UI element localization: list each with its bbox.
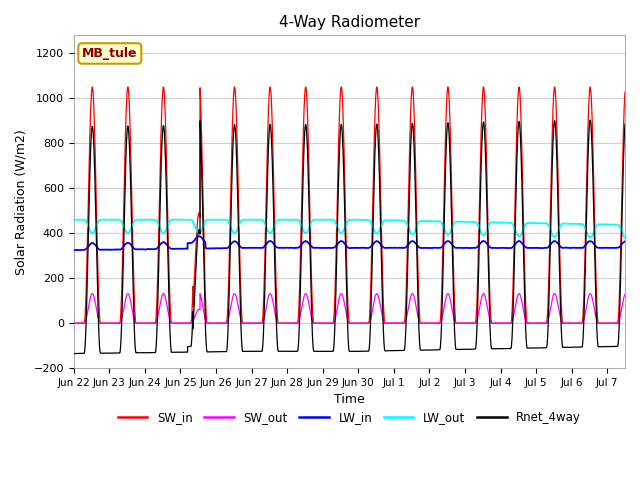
LW_in — [621, 239, 629, 244]
LW_out — [283, 217, 291, 223]
Line: SW_in: SW_in — [74, 87, 625, 323]
Rnet_4way — [573, 344, 580, 350]
LW_in — [164, 243, 172, 249]
LW_out — [621, 235, 629, 241]
SW_in — [254, 320, 262, 326]
Rnet_4way — [254, 348, 262, 354]
SW_in — [376, 176, 384, 182]
Rnet_4way — [164, 239, 172, 244]
LW_in — [70, 247, 77, 253]
LW_in — [376, 241, 384, 247]
X-axis label: Time: Time — [334, 394, 365, 407]
Title: 4-Way Radiometer: 4-Way Radiometer — [279, 15, 420, 30]
LW_out — [70, 217, 77, 223]
LW_out — [573, 221, 580, 227]
LW_in — [573, 245, 580, 251]
LW_in — [195, 233, 202, 239]
SW_in — [70, 320, 77, 326]
Rnet_4way — [70, 351, 77, 357]
Line: LW_out: LW_out — [74, 220, 625, 238]
Rnet_4way — [586, 117, 594, 123]
Line: Rnet_4way: Rnet_4way — [74, 120, 625, 354]
SW_out — [621, 291, 629, 297]
SW_in — [469, 320, 477, 326]
SW_out — [254, 320, 262, 326]
LW_out — [376, 226, 384, 231]
LW_out — [469, 219, 477, 225]
Rnet_4way — [70, 351, 77, 357]
SW_in — [164, 204, 172, 210]
Line: LW_in: LW_in — [74, 236, 625, 250]
SW_in — [88, 84, 96, 90]
SW_out — [70, 320, 77, 326]
SW_out — [92, 304, 100, 310]
LW_out — [254, 217, 262, 223]
Rnet_4way — [92, 223, 100, 229]
Rnet_4way — [376, 210, 384, 216]
Line: SW_out: SW_out — [74, 294, 625, 323]
LW_in — [92, 243, 100, 249]
Rnet_4way — [621, 121, 629, 127]
SW_out — [88, 291, 96, 297]
SW_out — [376, 302, 384, 308]
Rnet_4way — [469, 346, 477, 352]
LW_in — [70, 247, 77, 253]
SW_out — [164, 306, 172, 312]
SW_out — [573, 320, 580, 326]
SW_in — [573, 320, 580, 326]
LW_out — [92, 225, 100, 230]
Text: MB_tule: MB_tule — [82, 47, 138, 60]
SW_out — [469, 320, 477, 326]
LW_in — [469, 245, 477, 251]
SW_in — [92, 188, 100, 193]
Y-axis label: Solar Radiation (W/m2): Solar Radiation (W/m2) — [15, 129, 28, 275]
SW_in — [621, 89, 629, 95]
Legend: SW_in, SW_out, LW_in, LW_out, Rnet_4way: SW_in, SW_out, LW_in, LW_out, Rnet_4way — [113, 407, 586, 429]
LW_in — [254, 245, 262, 251]
LW_out — [164, 224, 172, 229]
